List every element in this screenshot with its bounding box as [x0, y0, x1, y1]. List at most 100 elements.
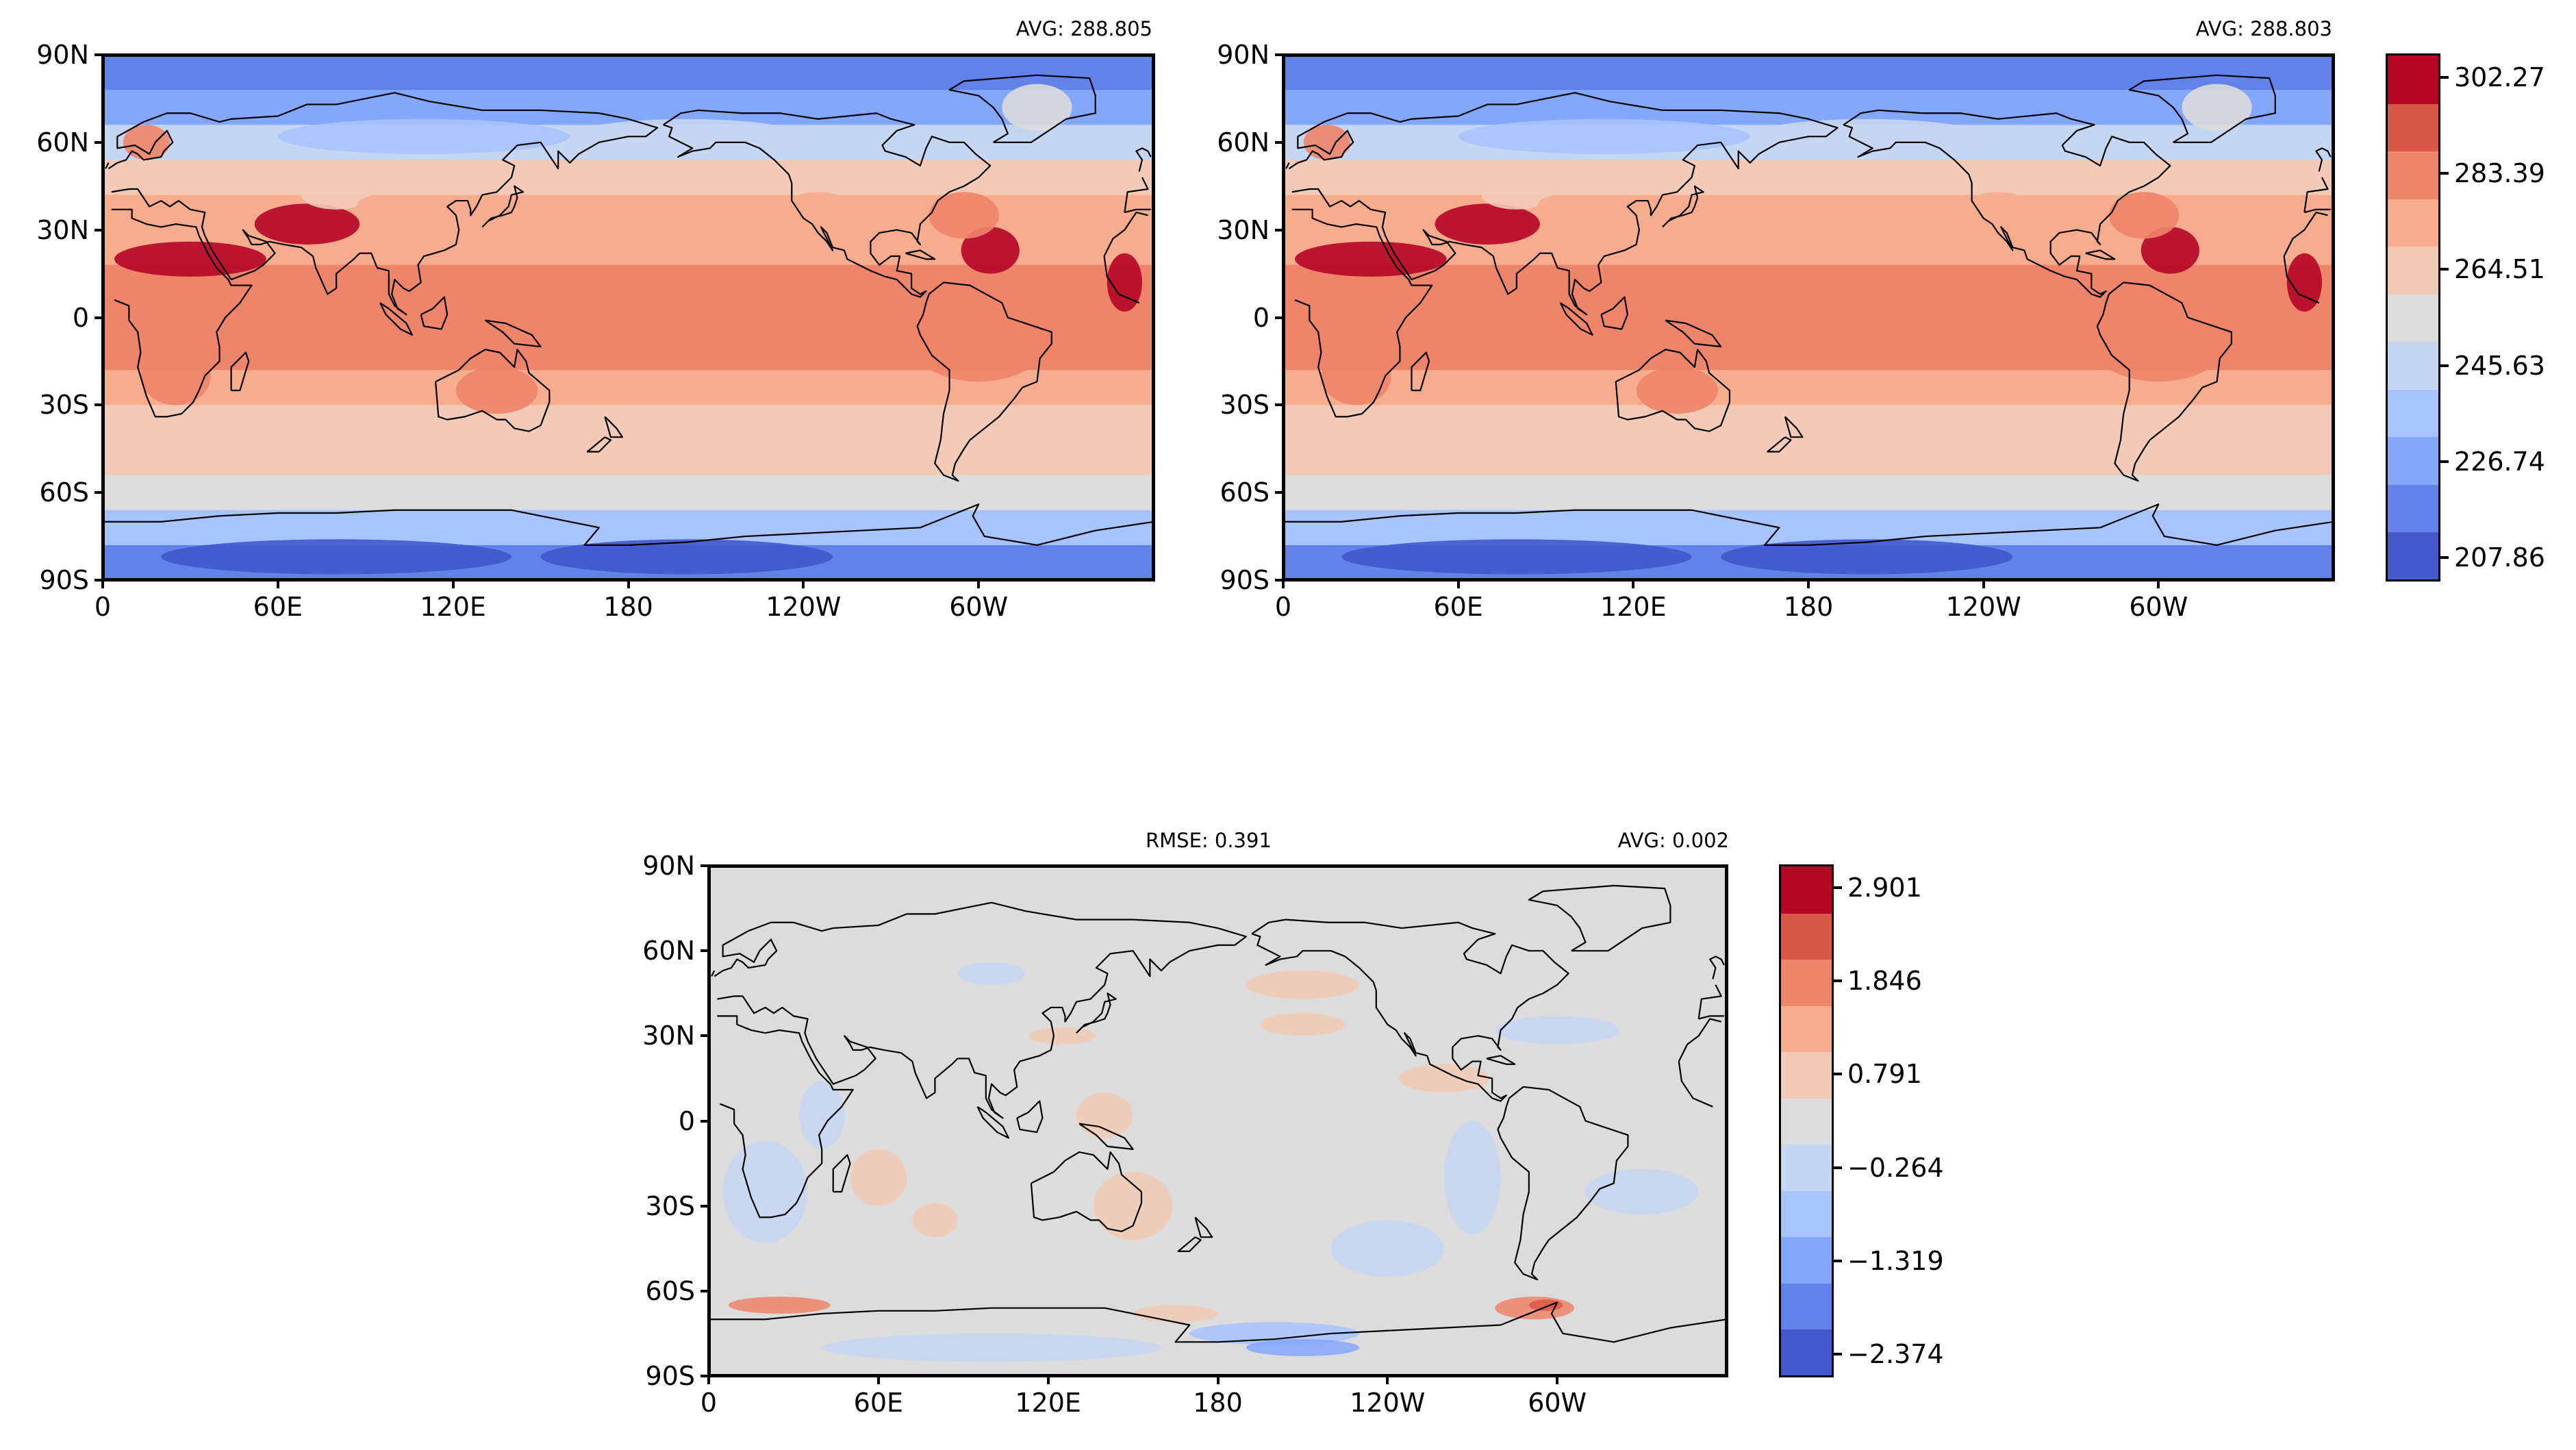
coastline-0-0: [2284, 256, 2319, 303]
coastline-2-0: [2304, 177, 2327, 212]
colorbar-tick-mark: [1834, 1259, 1842, 1262]
field-blob-1: [254, 203, 360, 245]
y-tick-label: 90S: [39, 565, 89, 595]
field-blob-10: [2108, 192, 2180, 239]
coastline-2-0: [1124, 177, 1148, 212]
field-blob-5: [1303, 125, 1351, 160]
coastline-13-0: [2097, 282, 2232, 481]
zonal-band-3: [1283, 160, 2334, 196]
x-tick-mark: [1456, 580, 1460, 588]
y-tick-label: 60N: [642, 936, 695, 966]
coastline-11-0: [1252, 920, 1569, 1101]
colorbar-band: [2388, 436, 2438, 485]
panel1-map: [103, 55, 1154, 580]
colorbar-band: [2388, 55, 2438, 104]
diff-blob-6: [1260, 1013, 1346, 1036]
field-blob-11: [1002, 84, 1072, 131]
coastline-10-0: [1178, 1237, 1201, 1251]
colorbar-tick-mark: [1834, 1073, 1842, 1076]
y-tick-mark: [1275, 53, 1283, 56]
coastline-6-0: [1017, 1101, 1042, 1133]
colorbar-tick-mark: [1834, 1352, 1842, 1355]
x-tick-mark: [977, 580, 981, 588]
x-tick-mark: [802, 580, 805, 588]
field-blob-8: [1636, 366, 1718, 414]
y-tick-label: 90N: [36, 40, 89, 70]
coastline-9-0: [1195, 1217, 1212, 1237]
colorbar-tick-mark: [1834, 1166, 1842, 1169]
coastline-9-0: [605, 416, 622, 437]
coastline-2-2: [2304, 210, 2330, 212]
zonal-band-0: [1283, 55, 2334, 91]
zonal-band-1: [103, 90, 1154, 126]
colorbar-tick-mark: [2440, 172, 2449, 175]
panel3-avg-annotation: AVG: 0.002: [1617, 829, 1729, 852]
y-tick-mark: [94, 403, 103, 407]
field-blob-0: [1295, 241, 1447, 277]
x-tick-mark: [1216, 1376, 1220, 1384]
colorbar-tick-label: 283.39: [2454, 158, 2545, 189]
colorbar-tick-label: −2.374: [1847, 1338, 1944, 1369]
y-tick-mark: [94, 53, 103, 56]
field-blob-6: [2085, 288, 2232, 382]
colorbar-band: [1781, 1144, 1832, 1191]
diff-blob-7: [1495, 1016, 1620, 1045]
y-tick-label: 0: [678, 1105, 695, 1136]
y-tick-label: 90N: [642, 851, 695, 881]
x-tick-mark: [276, 580, 279, 588]
coastline-2-0: [1699, 985, 1721, 1019]
coastline-0-1: [717, 1016, 853, 1217]
coastline-2-2: [1699, 1016, 1724, 1018]
x-tick-label: 120W: [1350, 1388, 1426, 1418]
coastline-11-0: [1843, 110, 2170, 297]
y-tick-mark: [94, 579, 103, 582]
field-blob-2: [961, 227, 1020, 274]
colorbar-tick-label: −0.264: [1847, 1152, 1944, 1183]
colorbar-band: [1781, 1051, 1832, 1099]
colorbar-band: [2388, 103, 2438, 152]
y-tick-label: 30N: [1217, 214, 1270, 245]
diff-blob-16: [957, 962, 1026, 985]
x-tick-label: 180: [1193, 1388, 1243, 1418]
x-tick-label: 0: [94, 592, 112, 622]
diff-blob-19: [1076, 1092, 1133, 1138]
y-tick-label: 0: [72, 302, 89, 333]
x-tick-label: 60W: [1528, 1388, 1587, 1418]
zonal-band-13: [103, 510, 1154, 547]
coastline-0-2: [2284, 212, 2328, 256]
coastline-0-2: [1679, 1019, 1721, 1062]
x-tick-label: 60W: [2129, 592, 2188, 622]
y-tick-label: 60S: [39, 477, 89, 508]
field-blob-12: [277, 118, 570, 154]
coastline-8-0: [1616, 349, 1730, 431]
coastline-15-0: [709, 1302, 1727, 1342]
coastline-12-0: [1529, 886, 1671, 951]
colorbar-tick-mark: [2440, 555, 2449, 559]
colorbar-band: [1781, 1236, 1832, 1284]
y-tick-mark: [700, 1375, 709, 1377]
diff-blob-15: [1585, 1168, 1699, 1215]
y-tick-mark: [700, 1119, 709, 1123]
field-blob-7: [140, 347, 211, 405]
colorbar-band: [2388, 246, 2438, 295]
field-blob-3: [1481, 180, 1552, 210]
diff-blob-20: [1398, 1064, 1490, 1093]
coastline-14-0: [2086, 250, 2115, 259]
y-tick-mark: [1275, 491, 1283, 495]
coastline-3-2: [1710, 956, 1724, 979]
coastline-13-0: [1498, 1087, 1628, 1279]
diff-blob-5: [1246, 971, 1360, 999]
coastline-2-1: [109, 92, 658, 314]
field-blob-16: [2286, 253, 2322, 312]
field-blob-14: [540, 539, 833, 575]
x-tick-label: 120E: [1015, 1388, 1081, 1418]
colorbar-tick-label: 302.27: [2454, 62, 2545, 93]
y-tick-label: 30N: [36, 214, 89, 245]
x-tick-label: 120W: [766, 592, 842, 622]
colorbar-tick-label: 0.791: [1847, 1059, 1922, 1090]
x-tick-label: 60E: [1433, 592, 1483, 622]
colorbar-tick-label: 207.86: [2454, 542, 2545, 573]
coastline-0-0: [1679, 1062, 1713, 1107]
y-tick-label: 60N: [1217, 127, 1270, 158]
y-tick-mark: [1275, 140, 1283, 144]
